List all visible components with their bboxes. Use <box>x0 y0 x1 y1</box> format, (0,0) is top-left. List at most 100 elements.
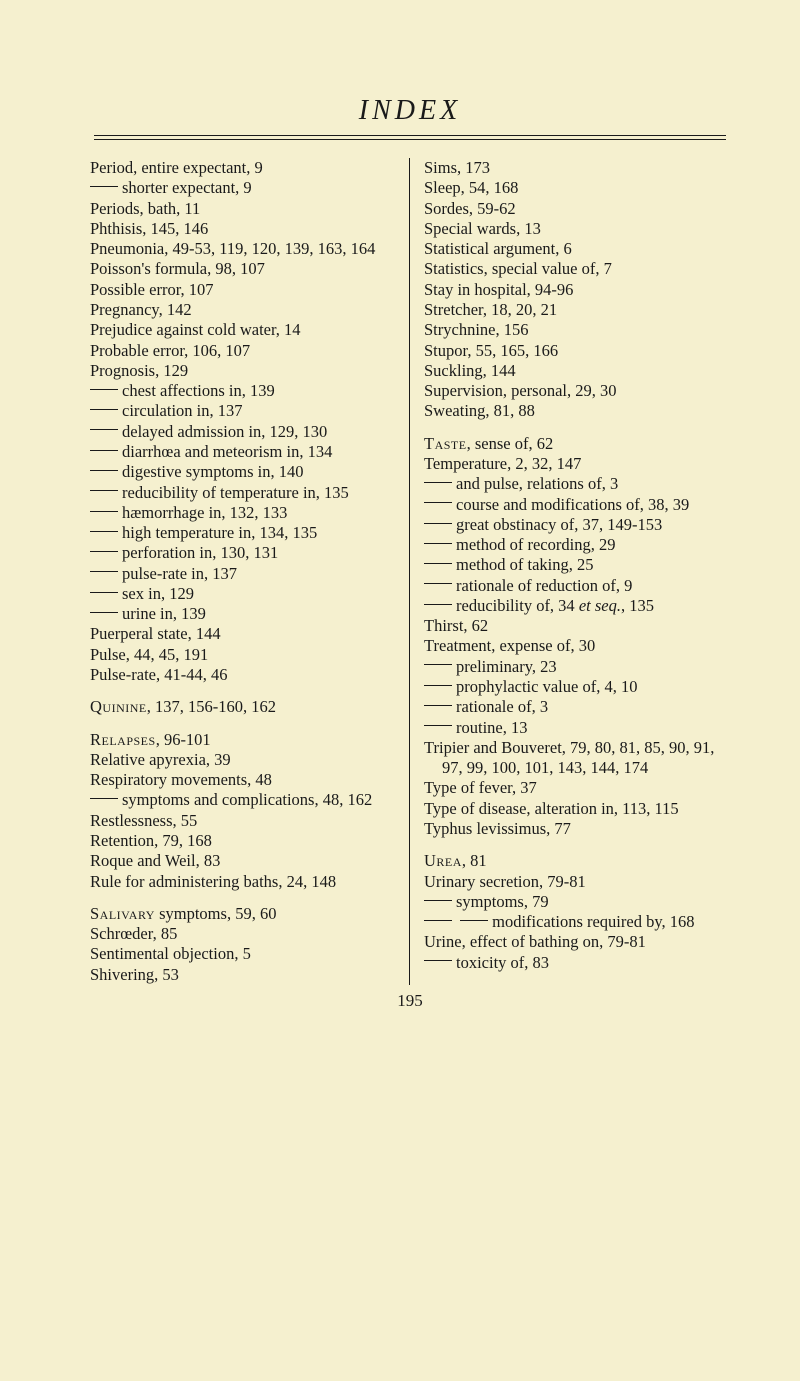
index-entry: Relative apyrexia, 39 <box>90 750 395 770</box>
index-subentry: delayed admission in, 129, 130 <box>90 422 395 442</box>
index-entry: Tripier and Bouveret, 79, 80, 81, 85, 90… <box>424 738 730 779</box>
index-entry: Taste, sense of, 62 <box>424 434 730 454</box>
dash-icon <box>90 186 118 187</box>
dash-icon <box>424 685 452 686</box>
index-subentry: prophylactic value of, 4, 10 <box>424 677 730 697</box>
index-entry: Stretcher, 18, 20, 21 <box>424 300 730 320</box>
index-subentry: method of taking, 25 <box>424 555 730 575</box>
index-entry: Typhus levissimus, 77 <box>424 819 730 839</box>
dash-icon <box>424 563 452 564</box>
page-header-title: INDEX <box>90 95 730 127</box>
right-column: Sims, 173 Sleep, 54, 168 Sordes, 59-62 S… <box>410 158 730 985</box>
index-subentry: rationale of reduction of, 9 <box>424 576 730 596</box>
index-entry: Sleep, 54, 168 <box>424 178 730 198</box>
index-subentry: circulation in, 137 <box>90 401 395 421</box>
dash-icon <box>424 900 452 901</box>
index-subentry: hæmorrhage in, 132, 133 <box>90 503 395 523</box>
index-subentry: reducibility of, 34 et seq., 135 <box>424 596 730 616</box>
index-entry: Treatment, expense of, 30 <box>424 636 730 656</box>
index-subentry: diarrhœa and meteorism in, 134 <box>90 442 395 462</box>
dash-icon <box>90 511 118 512</box>
index-entry: Special wards, 13 <box>424 219 730 239</box>
index-entry: Strychnine, 156 <box>424 320 730 340</box>
index-entry: Restlessness, 55 <box>90 811 395 831</box>
index-entry: Retention, 79, 168 <box>90 831 395 851</box>
index-entry: Prognosis, 129 <box>90 361 395 381</box>
dash-icon <box>90 389 118 390</box>
dash-icon <box>90 470 118 471</box>
index-entry: Sentimental objection, 5 <box>90 944 395 964</box>
index-entry: Phthisis, 145, 146 <box>90 219 395 239</box>
index-entry: Rule for administering baths, 24, 148 <box>90 872 395 892</box>
index-subentry: shorter expectant, 9 <box>90 178 395 198</box>
index-subentry: perforation in, 130, 131 <box>90 543 395 563</box>
index-entry: Temperature, 2, 32, 147 <box>424 454 730 474</box>
index-entry: Salivary symptoms, 59, 60 <box>90 904 395 924</box>
dash-icon <box>424 664 452 665</box>
index-entry: Urea, 81 <box>424 851 730 871</box>
page: INDEX Period, entire expectant, 9 shorte… <box>0 0 800 1381</box>
header-rule-bottom <box>94 139 726 140</box>
dash-icon <box>424 523 452 524</box>
index-entry: Sweating, 81, 88 <box>424 401 730 421</box>
index-entry: Period, entire expectant, 9 <box>90 158 395 178</box>
index-subentry: routine, 13 <box>424 718 730 738</box>
index-entry: Type of disease, alteration in, 113, 115 <box>424 799 730 819</box>
index-entry: Sordes, 59-62 <box>424 199 730 219</box>
index-entry: Probable error, 106, 107 <box>90 341 395 361</box>
index-entry: Roque and Weil, 83 <box>90 851 395 871</box>
dash-icon <box>90 551 118 552</box>
dash-icon <box>424 604 452 605</box>
index-subentry: sex in, 129 <box>90 584 395 604</box>
dash-icon <box>424 725 452 726</box>
left-column: Period, entire expectant, 9 shorter expe… <box>90 158 410 985</box>
index-entry: Urinary secretion, 79-81 <box>424 872 730 892</box>
index-subentry: chest affections in, 139 <box>90 381 395 401</box>
dash-icon <box>424 920 452 921</box>
index-subentry: pulse-rate in, 137 <box>90 564 395 584</box>
index-columns: Period, entire expectant, 9 shorter expe… <box>90 158 730 985</box>
index-entry: Stupor, 55, 165, 166 <box>424 341 730 361</box>
index-entry: Prejudice against cold water, 14 <box>90 320 395 340</box>
index-entry: Pulse, 44, 45, 191 <box>90 645 395 665</box>
index-entry: Relapses, 96-101 <box>90 730 395 750</box>
header-rule-top <box>94 135 726 136</box>
dash-icon <box>90 798 118 799</box>
dash-icon <box>90 571 118 572</box>
index-subentry: method of recording, 29 <box>424 535 730 555</box>
dash-icon <box>90 409 118 410</box>
dash-icon <box>424 705 452 706</box>
index-entry: Pulse-rate, 41-44, 46 <box>90 665 395 685</box>
dash-icon <box>424 543 452 544</box>
index-entry: Schrœder, 85 <box>90 924 395 944</box>
index-subentry: reducibility of temperature in, 135 <box>90 483 395 503</box>
index-entry: Thirst, 62 <box>424 616 730 636</box>
index-entry: Statistics, special value of, 7 <box>424 259 730 279</box>
dash-icon <box>424 960 452 961</box>
index-subentry: modifications required by, 168 <box>424 912 730 932</box>
index-subentry: digestive symptoms in, 140 <box>90 462 395 482</box>
index-subentry: course and modifications of, 38, 39 <box>424 495 730 515</box>
dash-icon <box>90 592 118 593</box>
index-entry: Urine, effect of bathing on, 79-81 <box>424 932 730 952</box>
dash-icon <box>424 482 452 483</box>
page-number: 195 <box>90 991 730 1011</box>
index-subentry: symptoms, 79 <box>424 892 730 912</box>
index-entry: Statistical argument, 6 <box>424 239 730 259</box>
index-entry: Puerperal state, 144 <box>90 624 395 644</box>
index-entry: Periods, bath, 11 <box>90 199 395 219</box>
index-entry: Respiratory movements, 48 <box>90 770 395 790</box>
index-subentry: urine in, 139 <box>90 604 395 624</box>
index-subentry: toxicity of, 83 <box>424 953 730 973</box>
index-entry: Quinine, 137, 156-160, 162 <box>90 697 395 717</box>
dash-icon <box>90 531 118 532</box>
index-subentry: high temperature in, 134, 135 <box>90 523 395 543</box>
index-entry: Shivering, 53 <box>90 965 395 985</box>
index-subentry: great obstinacy of, 37, 149-153 <box>424 515 730 535</box>
index-subentry: and pulse, relations of, 3 <box>424 474 730 494</box>
index-entry: Pneumonia, 49-53, 119, 120, 139, 163, 16… <box>90 239 395 259</box>
index-entry: Possible error, 107 <box>90 280 395 300</box>
index-entry: Sims, 173 <box>424 158 730 178</box>
index-subentry: symptoms and complications, 48, 162 <box>90 790 395 810</box>
index-entry: Pregnancy, 142 <box>90 300 395 320</box>
